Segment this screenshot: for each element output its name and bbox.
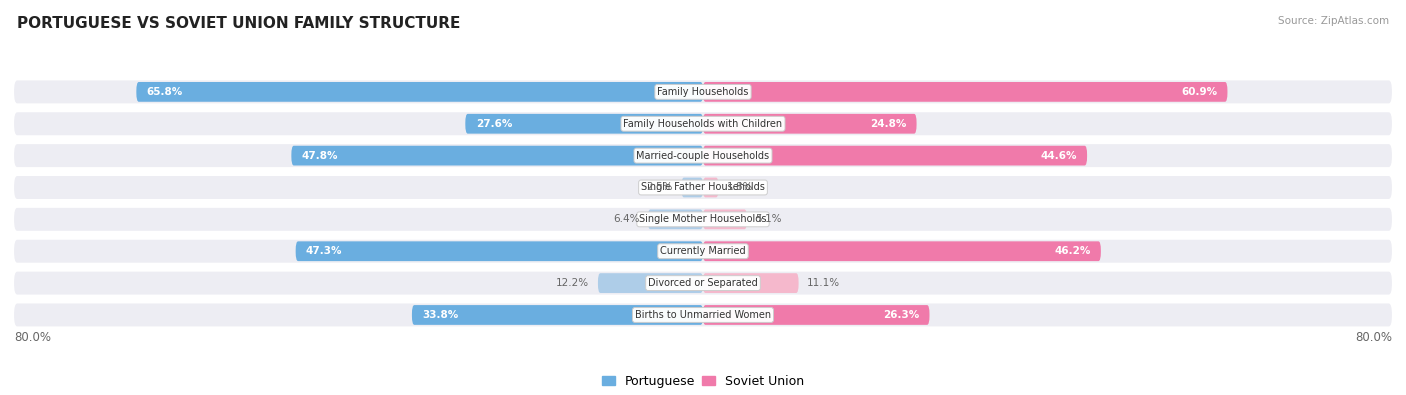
Text: 33.8%: 33.8% [422, 310, 458, 320]
FancyBboxPatch shape [14, 303, 1392, 326]
FancyBboxPatch shape [412, 305, 703, 325]
FancyBboxPatch shape [14, 272, 1392, 295]
Text: 44.6%: 44.6% [1040, 150, 1077, 161]
FancyBboxPatch shape [703, 146, 1087, 166]
Text: Married-couple Households: Married-couple Households [637, 150, 769, 161]
FancyBboxPatch shape [682, 178, 703, 198]
Text: PORTUGUESE VS SOVIET UNION FAMILY STRUCTURE: PORTUGUESE VS SOVIET UNION FAMILY STRUCT… [17, 16, 460, 31]
FancyBboxPatch shape [648, 209, 703, 229]
FancyBboxPatch shape [703, 178, 718, 198]
Text: 65.8%: 65.8% [146, 87, 183, 97]
Text: Currently Married: Currently Married [661, 246, 745, 256]
Text: Single Father Households: Single Father Households [641, 182, 765, 192]
Text: 80.0%: 80.0% [1355, 331, 1392, 344]
FancyBboxPatch shape [703, 273, 799, 293]
FancyBboxPatch shape [703, 209, 747, 229]
Text: 24.8%: 24.8% [870, 119, 907, 129]
FancyBboxPatch shape [598, 273, 703, 293]
FancyBboxPatch shape [703, 305, 929, 325]
FancyBboxPatch shape [14, 208, 1392, 231]
Text: Single Mother Households: Single Mother Households [640, 214, 766, 224]
FancyBboxPatch shape [14, 240, 1392, 263]
FancyBboxPatch shape [14, 144, 1392, 167]
Text: Family Households: Family Households [658, 87, 748, 97]
FancyBboxPatch shape [291, 146, 703, 166]
FancyBboxPatch shape [14, 176, 1392, 199]
FancyBboxPatch shape [136, 82, 703, 102]
Text: 46.2%: 46.2% [1054, 246, 1091, 256]
Text: 80.0%: 80.0% [14, 331, 51, 344]
Text: Divorced or Separated: Divorced or Separated [648, 278, 758, 288]
FancyBboxPatch shape [703, 114, 917, 134]
FancyBboxPatch shape [295, 241, 703, 261]
Text: 27.6%: 27.6% [475, 119, 512, 129]
Text: 6.4%: 6.4% [613, 214, 640, 224]
FancyBboxPatch shape [14, 112, 1392, 135]
Text: 12.2%: 12.2% [557, 278, 589, 288]
Text: 47.8%: 47.8% [302, 150, 339, 161]
Text: 60.9%: 60.9% [1181, 87, 1218, 97]
Text: Births to Unmarried Women: Births to Unmarried Women [636, 310, 770, 320]
Text: 5.1%: 5.1% [755, 214, 782, 224]
Legend: Portuguese, Soviet Union: Portuguese, Soviet Union [602, 375, 804, 388]
FancyBboxPatch shape [465, 114, 703, 134]
FancyBboxPatch shape [703, 241, 1101, 261]
Text: 26.3%: 26.3% [883, 310, 920, 320]
Text: 47.3%: 47.3% [307, 246, 343, 256]
Text: 11.1%: 11.1% [807, 278, 841, 288]
FancyBboxPatch shape [14, 81, 1392, 103]
Text: Family Households with Children: Family Households with Children [623, 119, 783, 129]
FancyBboxPatch shape [703, 82, 1227, 102]
Text: Source: ZipAtlas.com: Source: ZipAtlas.com [1278, 16, 1389, 26]
Text: 2.5%: 2.5% [647, 182, 673, 192]
Text: 1.8%: 1.8% [727, 182, 754, 192]
